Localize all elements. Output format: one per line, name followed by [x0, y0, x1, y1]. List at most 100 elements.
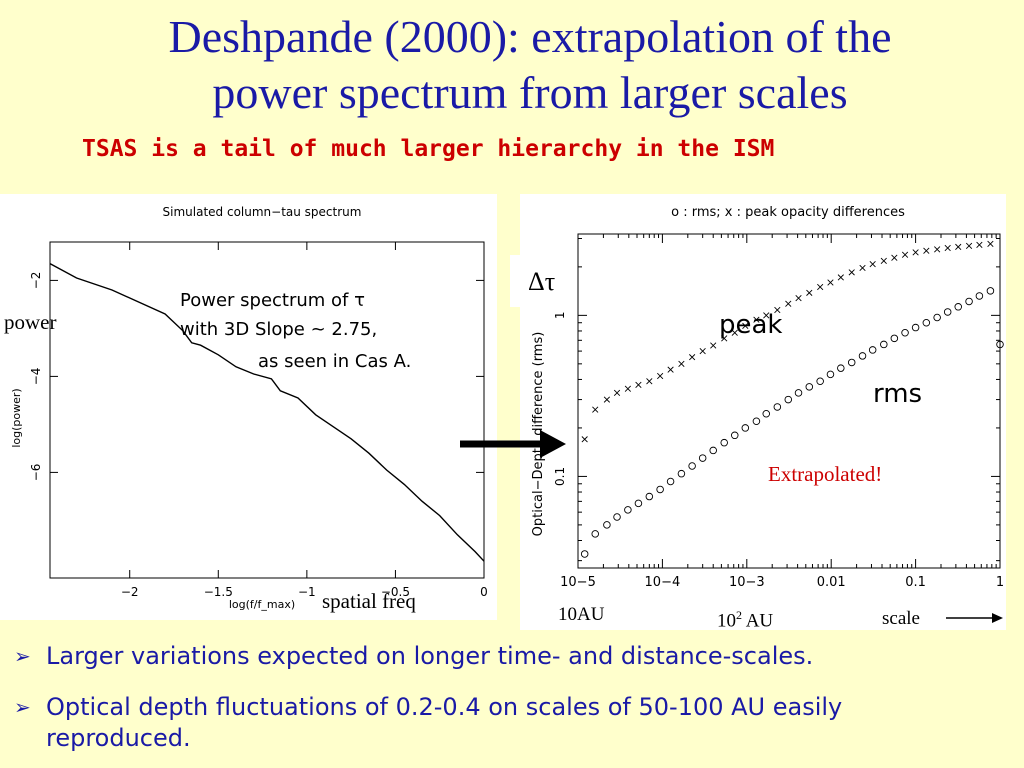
slide-subtitle: TSAS is a tail of much larger hierarchy … — [82, 136, 775, 162]
rms-point — [826, 370, 835, 379]
peak-point — [934, 246, 941, 253]
rms-point — [591, 530, 599, 538]
y-axis-label: Optical−Depth difference (rms) — [531, 332, 546, 537]
peak-annotation: peak — [719, 310, 783, 340]
peak-point — [646, 378, 653, 385]
x-tick-label: 10−5 — [560, 575, 596, 590]
rms-point — [986, 287, 995, 295]
rms-annotation: rms — [873, 379, 923, 409]
rms-point — [741, 424, 750, 432]
rms-point — [656, 485, 664, 494]
au100-unit: AU — [742, 610, 774, 632]
rms-point — [922, 318, 931, 327]
y-tick-label: −6 — [29, 464, 43, 482]
au100-base: 10 — [717, 610, 736, 632]
rms-point — [698, 454, 707, 462]
rms-point — [890, 334, 899, 343]
peak-point — [753, 316, 760, 323]
peak-point — [624, 385, 632, 392]
rms-point — [677, 469, 686, 478]
rms-point — [603, 521, 611, 529]
au100-exponent: 2 — [736, 608, 742, 622]
rms-point — [996, 340, 1004, 349]
rms-point — [762, 409, 770, 418]
bullet-arrow-icon: ➢ — [14, 695, 31, 719]
rms-point — [720, 438, 728, 447]
spectrum-note-line-1: Power spectrum of τ — [180, 290, 365, 311]
x-tick-label: 10−4 — [645, 575, 681, 590]
rms-point — [880, 340, 888, 349]
power-spectrum-line — [49, 262, 485, 562]
rms-point — [805, 383, 814, 391]
slide-title-line-1: Deshpande (2000): extrapolation of the — [168, 11, 892, 62]
peak-point — [859, 264, 866, 272]
plot-frame — [577, 233, 1001, 569]
peak-point — [763, 312, 770, 319]
bullet-item-1: ➢ Larger variations expected on longer ti… — [14, 641, 966, 672]
slide-title-line-2: power spectrum from larger scales — [212, 67, 848, 118]
peak-point — [613, 389, 621, 397]
peak-point — [955, 243, 962, 251]
peak-point — [795, 294, 802, 302]
x-tick-label: 10−3 — [729, 575, 765, 590]
x-tick-label: 0.1 — [905, 575, 926, 590]
y-tick-label: 0.1 — [553, 467, 567, 486]
rms-point — [752, 417, 761, 426]
rms-point — [901, 328, 909, 337]
spectrum-note-line-3: as seen in Cas A. — [258, 351, 412, 372]
peak-point — [721, 335, 728, 342]
chart-title: Simulated column−tau spectrum — [163, 205, 362, 219]
peak-point — [848, 269, 855, 276]
peak-point — [581, 436, 588, 443]
rms-point — [624, 506, 632, 514]
rms-point — [858, 352, 867, 360]
au10-annotation: 10AU — [558, 604, 605, 625]
spectrum-note-line-2: with 3D Slope ~ 2.75, — [180, 319, 378, 340]
spatial-freq-annotation: spatial freq — [322, 589, 416, 613]
peak-point — [869, 261, 876, 268]
peak-point — [965, 242, 973, 250]
peak-point — [678, 360, 685, 367]
peak-point — [944, 244, 951, 252]
power-annotation: power — [4, 310, 57, 334]
bullet-item-2: ➢ Optical depth fluctuations of 0.2-0.4 o… — [14, 692, 966, 754]
rms-point — [965, 297, 973, 306]
scale-arrow-icon — [946, 613, 1003, 623]
peak-point — [837, 274, 844, 281]
rms-point — [847, 358, 856, 367]
x-tick-label: 0.01 — [817, 575, 846, 590]
peak-point — [731, 329, 738, 336]
x-tick-label: −1 — [298, 585, 316, 599]
peak-point — [742, 322, 749, 330]
rms-point — [731, 431, 739, 440]
plot-frame — [49, 241, 485, 579]
peak-point — [987, 240, 994, 247]
x-tick-label: 1 — [996, 575, 1004, 590]
peak-point — [785, 300, 792, 307]
peak-point — [774, 306, 781, 314]
rms-point — [634, 499, 643, 508]
au100-annotation: 102 AU — [717, 608, 773, 632]
peak-point — [976, 241, 983, 248]
rms-point — [709, 446, 717, 455]
peak-point — [923, 247, 930, 254]
rms-point — [784, 395, 793, 404]
peak-point — [901, 251, 909, 258]
bullet-text-1: Larger variations expected on longer tim… — [46, 642, 814, 670]
peak-point — [603, 396, 611, 403]
rms-point — [688, 462, 696, 470]
peak-point — [806, 289, 813, 296]
chart-title: o : rms; x : peak opacity differences — [671, 205, 905, 220]
rms-point — [868, 346, 877, 354]
rms-point — [645, 492, 654, 501]
rms-point — [613, 513, 621, 521]
scale-annotation: scale — [882, 608, 920, 629]
rms-point — [933, 313, 941, 322]
big-right-arrow-icon — [460, 430, 566, 458]
y-axis-label: log(power) — [10, 388, 23, 447]
rms-point — [954, 303, 962, 311]
peak-point — [710, 342, 717, 349]
delta-tau-annotation: Δτ — [528, 267, 556, 296]
bullet-arrow-icon: ➢ — [14, 644, 31, 668]
power-spectrum-chart: Simulated column−tau spectrum −2 −1.5 −1 −0.… — [10, 205, 488, 611]
